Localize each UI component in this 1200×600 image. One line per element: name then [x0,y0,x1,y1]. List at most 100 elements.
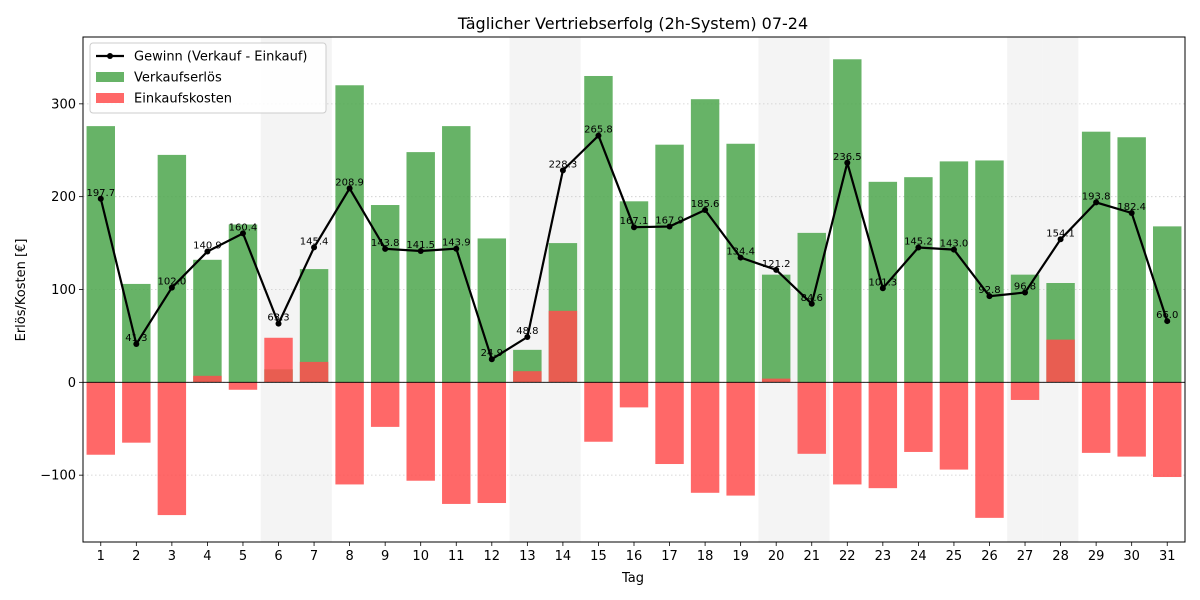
x-tick-label: 22 [839,549,856,564]
weekend-band [260,37,297,542]
profit-data-label: 102.0 [158,277,187,288]
cost-bar [193,375,222,383]
revenue-bar [193,259,222,383]
profit-data-label: 236.5 [833,152,862,163]
legend-label: Einkaufskosten [134,92,232,107]
revenue-bar [726,143,755,383]
x-tick-label: 27 [1017,549,1034,564]
revenue-bar [1117,137,1146,383]
x-tick-label: 2 [132,549,140,564]
cost-bar [228,382,258,390]
profit-data-label: 145.2 [904,237,933,248]
profit-data-label: 154.1 [1046,228,1075,239]
profit-data-label: 101.3 [869,277,898,288]
revenue-bar [1081,131,1111,383]
x-tick-label: 7 [310,549,318,564]
profit-data-label: 193.8 [1082,191,1111,202]
profit-data-label: 63.3 [267,313,289,324]
revenue-bar [619,201,649,383]
x-tick-label: 8 [345,549,353,564]
cost-bar [477,382,507,504]
profit-line [97,132,1171,363]
profit-point [986,293,993,300]
revenue-bar [335,85,364,383]
revenue-bar [690,99,720,383]
x-tick-label: 30 [1123,549,1140,564]
x-tick-label: 14 [555,549,572,564]
legend-swatch-bar [96,72,124,82]
profit-data-label: 121.2 [762,259,791,270]
cost-bar [761,378,791,383]
cost-bar [122,382,151,443]
profit-point [1164,318,1171,325]
cost-bar [584,382,613,442]
profit-data-label: 141.5 [406,240,435,251]
profit-point [97,195,104,202]
profit-data-label: 182.4 [1117,202,1146,213]
profit-data-label: 160.4 [229,222,258,233]
cost-bar [833,382,862,485]
y-axis-label: Erlös/Kosten [€] [14,239,29,342]
profit-data-label: 48.8 [516,326,538,337]
profit-point [1128,210,1135,217]
profit-data-label: 143.0 [940,239,969,250]
profit-point [346,185,353,192]
profit-point [204,248,211,255]
profit-point [702,207,709,214]
profit-point [382,245,389,252]
x-tick-label: 4 [203,549,211,564]
x-tick-label: 31 [1159,549,1176,564]
cost-bar [1046,339,1075,383]
profit-data-label: 24.9 [481,348,503,359]
profit-data-label: 66.0 [1156,310,1178,321]
profit-point [524,334,531,341]
profit-data-label: 228.3 [549,159,578,170]
cost-bar [86,382,115,455]
revenue-bar [761,274,791,383]
profit-data-label: 197.7 [86,188,115,199]
profit-point [631,224,637,231]
x-tick-label: 20 [768,549,785,564]
profit-point [666,223,673,230]
y-tick-label: 0 [68,376,76,391]
revenue-bar [406,152,435,383]
cost-bar [726,382,755,496]
x-tick-label: 5 [239,549,247,564]
y-ticks: −100 0 100 200 300 [40,97,83,484]
x-tick-label: 3 [168,549,176,564]
profit-data-label: 92.8 [978,285,1000,296]
revenue-bar [904,177,933,383]
profit-data-label: 41.3 [125,333,147,344]
revenue-bar [833,59,862,383]
profit-point [239,230,246,237]
cost-bar [1153,382,1182,478]
x-tick-label: 11 [448,549,465,564]
y-tick-label: 300 [51,97,76,112]
profit-data-label: 265.8 [584,125,613,136]
revenue-bar [868,181,898,383]
cost-bar [1010,382,1040,400]
legend-label: Gewinn (Verkauf - Einkauf) [134,50,307,65]
x-tick-label: 19 [732,549,749,564]
cost-bar [939,382,969,470]
profit-point [737,254,744,261]
y-tick-label: 100 [51,283,76,298]
chart-title: Täglicher Vertriebserfolg (2h-System) 07… [457,14,808,33]
revenue-bar [939,161,969,383]
profit-point [311,244,318,251]
revenue-bar [442,126,471,383]
profit-point [773,266,780,273]
cost-bar [442,382,471,504]
profit-point [915,244,922,251]
legend-swatch-marker [107,53,113,59]
cost-bar [1117,382,1146,457]
x-tick-label: 15 [590,549,607,564]
x-tick-label: 9 [381,549,389,564]
bars [83,59,1185,518]
profit-data-label: 167.9 [655,215,684,226]
profit-point [1093,199,1100,206]
profit-point [1057,236,1064,243]
profit-data-label: 140.9 [193,241,222,252]
legend-label: Verkaufserlös [134,71,222,86]
